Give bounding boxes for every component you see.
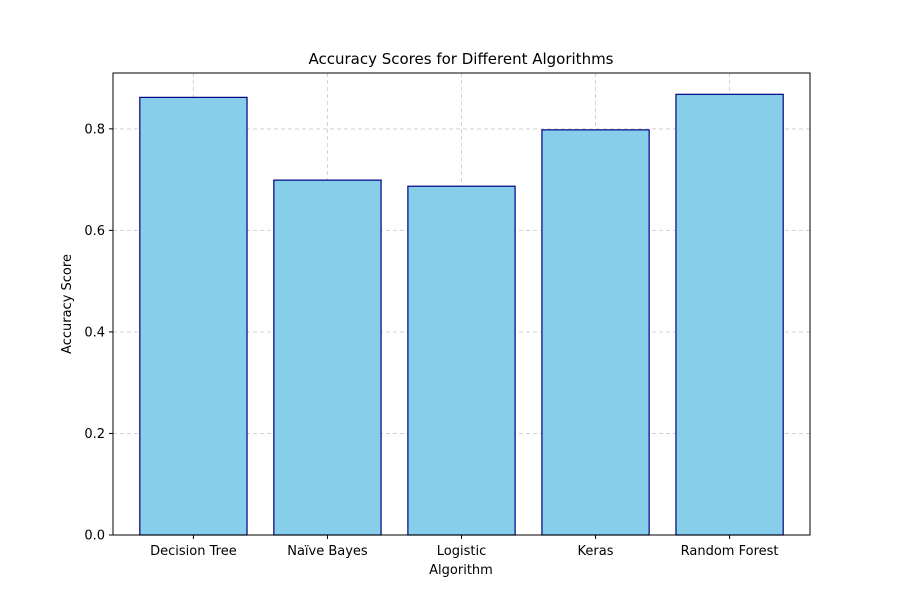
y-tick-label: 0.6 [84, 224, 105, 239]
bar [273, 179, 382, 536]
y-axis-ticks: 0.0 0.2 0.4 0.6 0.8 [84, 122, 113, 544]
bar [407, 185, 516, 536]
y-tick-label: 0.2 [84, 427, 105, 442]
x-tick-label: Logistic [437, 544, 486, 559]
y-axis-label: Accuracy Score [60, 254, 75, 354]
x-tick-label: Random Forest [681, 544, 779, 559]
chart-title: Accuracy Scores for Different Algorithms [308, 50, 613, 68]
x-axis-label: Algorithm [429, 563, 493, 578]
y-tick-label: 0.8 [84, 122, 105, 137]
y-tick-label: 0.0 [84, 529, 105, 544]
bar [541, 129, 650, 536]
bars-layer [139, 93, 784, 536]
x-tick-label: Decision Tree [150, 544, 237, 559]
y-tick-label: 0.4 [84, 325, 105, 340]
x-tick-label: Naïve Bayes [287, 544, 368, 559]
bar [139, 96, 248, 536]
x-tick-label: Keras [578, 544, 614, 559]
bar [675, 93, 784, 536]
x-axis-ticks: Decision Tree Naïve Bayes Logistic Keras Ran… [150, 535, 779, 559]
